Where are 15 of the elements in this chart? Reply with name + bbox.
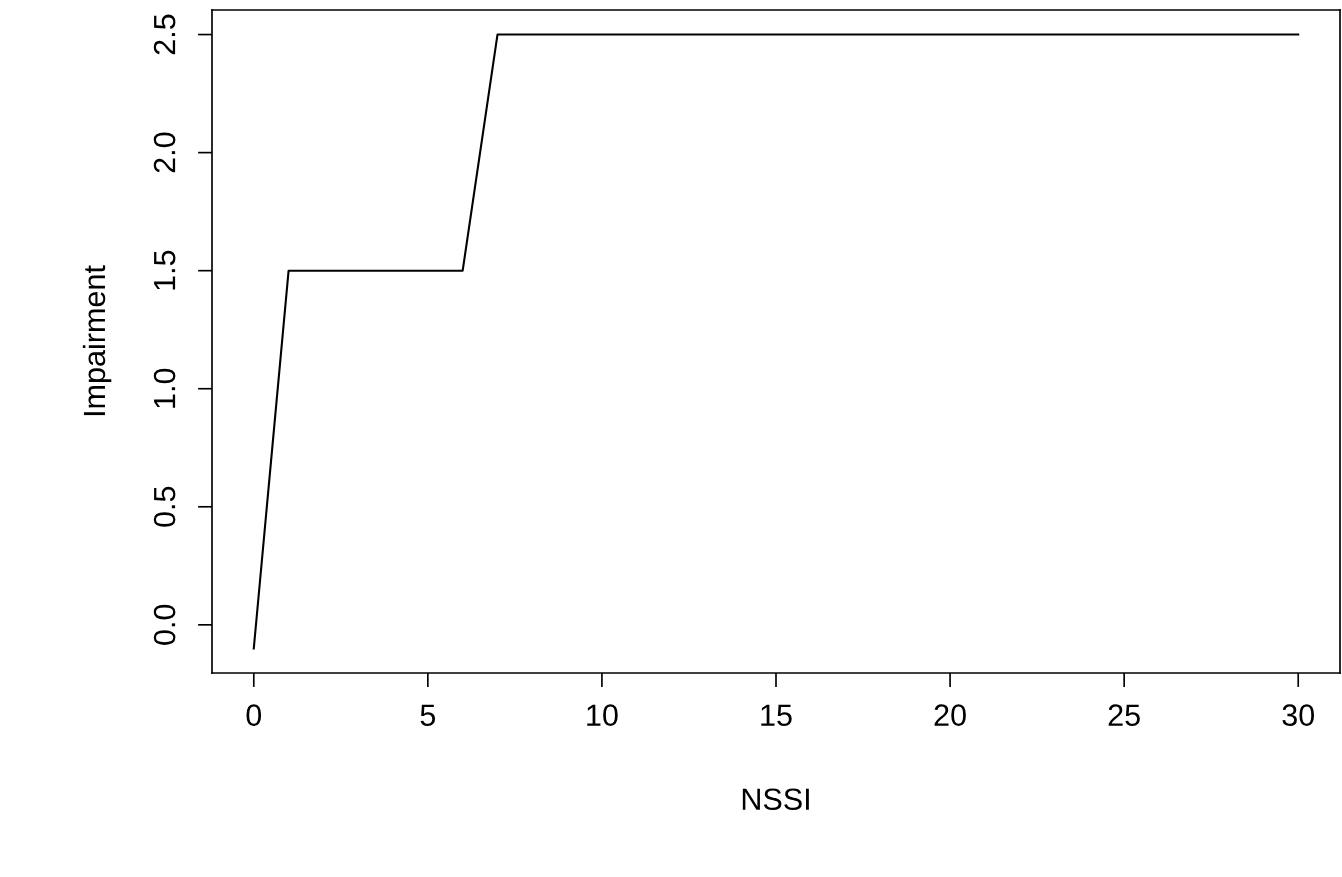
x-tick-label: 30 (1282, 704, 1315, 726)
y-tick-label: 1.0 (153, 368, 176, 408)
y-tick-label: 1.5 (154, 250, 176, 290)
x-tick-label: 25 (1108, 704, 1140, 726)
x-tick-label: 15 (761, 704, 792, 726)
x-tick-label: 10 (587, 704, 618, 726)
y-tick-label: 2.0 (153, 132, 176, 173)
y-tick-label: 2.5 (153, 14, 176, 55)
x-tick-label: 5 (420, 704, 436, 726)
x-axis-title: NSSI (742, 788, 809, 811)
y-tick-label: 0.5 (153, 486, 176, 527)
y-tick-label: 0.0 (153, 604, 176, 645)
x-tick-label: 0 (246, 704, 262, 726)
y-axis-title: Impairment (82, 265, 112, 416)
x-tick-label: 20 (934, 704, 966, 726)
